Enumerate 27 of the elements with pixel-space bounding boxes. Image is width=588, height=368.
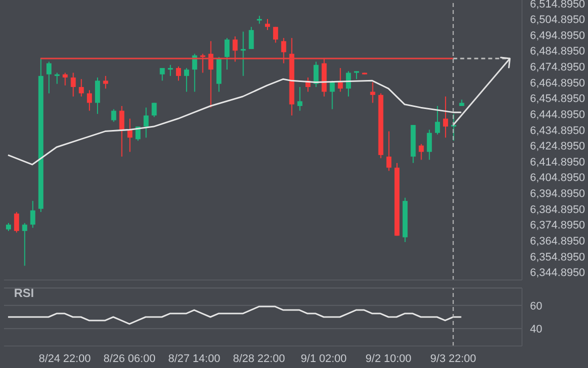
x-tick-label: 8/28 22:00	[232, 352, 285, 365]
chart-title: RSI	[14, 286, 34, 300]
y-tick-label: 60	[530, 300, 542, 312]
x-tick-label: 8/27 14:00	[168, 352, 220, 365]
y-tick-label: 6,464.8950	[530, 77, 586, 90]
y-tick-label: 6,444.8950	[530, 108, 586, 121]
y-tick-label: 6,404.8950	[530, 172, 586, 184]
y-tick-label: 6,414.8950	[530, 156, 586, 168]
y-tick-label: 6,484.8950	[530, 46, 586, 58]
y-tick-label: 6,384.8950	[530, 204, 586, 216]
y-tick-label: 40	[530, 324, 542, 336]
x-tick-label: 9/3 22:00	[430, 352, 476, 365]
y-tick-label: 6,494.8950	[530, 30, 586, 42]
y-tick-label: 6,354.8950	[530, 251, 586, 264]
x-tick-label: 9/1 02:00	[300, 352, 347, 365]
y-tick-label: 6,394.8950	[530, 188, 586, 200]
y-tick-label: 6,374.8950	[530, 220, 586, 232]
x-tick-label: 8/26 06:00	[103, 352, 156, 365]
y-tick-label: 6,424.8950	[530, 140, 586, 153]
y-tick-label: 6,454.8950	[530, 93, 586, 106]
y-tick-label: 6,504.8950	[530, 14, 586, 26]
y-tick-label: 6,474.8950	[530, 62, 586, 74]
x-tick-label: 8/24 22:00	[38, 352, 91, 365]
y-tick-label: 6,364.8950	[530, 236, 586, 248]
y-tick-label: 6,344.8950	[530, 267, 586, 280]
x-tick-label: 9/2 10:00	[366, 352, 412, 365]
y-tick-label: 6,434.8950	[530, 124, 586, 137]
